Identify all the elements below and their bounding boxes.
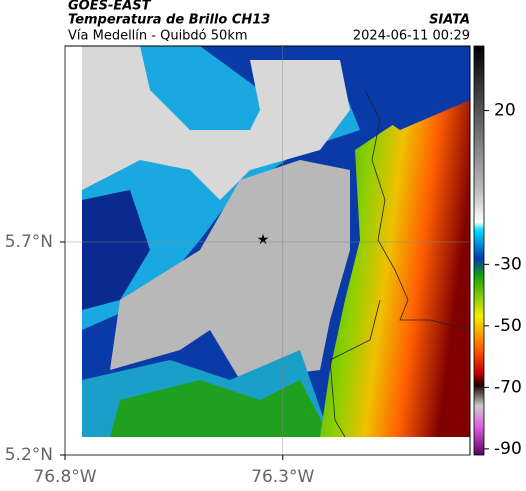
colorbar-tick-label: 20 [494,101,516,121]
product: GOES-EAST [68,0,152,14]
title: Temperatura de Brillo CH13 [68,13,270,28]
y-tick-label: 5.2°N [5,445,53,465]
satellite-image [82,46,470,437]
location: Vía Medellín - Quibdó 50km [68,29,248,44]
colorbar-tick-label: -70 [494,377,522,397]
colorbar [473,45,485,456]
colorbar-tick-label: -30 [494,254,522,274]
colorbar-tick-label: -90 [494,439,522,459]
colorbar-tick-label: -50 [494,316,522,336]
city-marker: ★ [257,232,270,248]
source: SIATA [429,13,470,28]
x-tick-label: 76.8°W [33,467,96,487]
y-tick-label: 5.7°N [5,232,53,252]
borders [329,89,471,438]
x-tick-label: 76.3°W [251,467,314,487]
datetime: 2024-06-11 00:29 [353,29,470,44]
